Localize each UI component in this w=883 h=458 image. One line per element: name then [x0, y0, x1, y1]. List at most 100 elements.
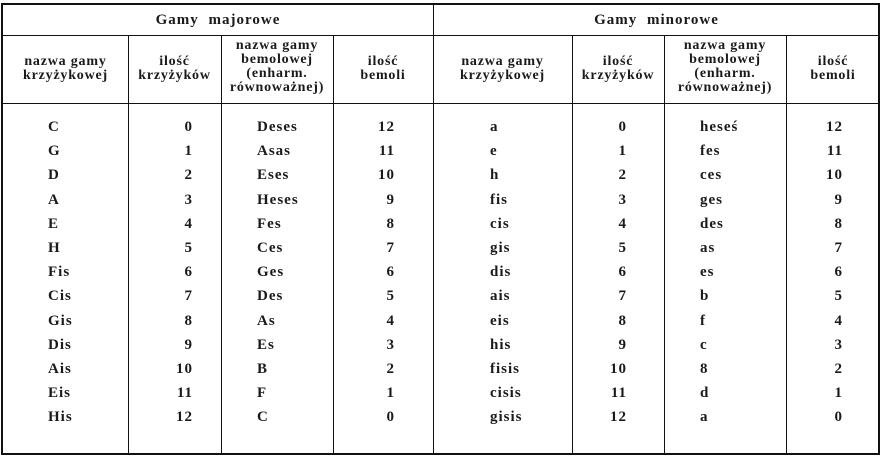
- table-cell: 7: [386, 239, 395, 256]
- table-cell: f: [700, 312, 706, 329]
- table-cell: 0: [386, 409, 395, 426]
- table-cell: ces: [700, 167, 723, 184]
- table-cell: 12: [378, 119, 395, 135]
- header-sharp-scale-name: nazwa gamy krzyżykowej: [459, 54, 545, 83]
- table-cell: 9: [834, 191, 843, 208]
- divider: [3, 103, 878, 104]
- table-cell: as: [700, 239, 716, 256]
- header-sharp-count: ilość krzyżyków: [581, 54, 655, 83]
- header-flat-count: ilość bemoli: [810, 54, 856, 83]
- table-cell: 10: [176, 360, 193, 377]
- major-scales-title: Gamy majorowe: [155, 12, 281, 28]
- table-cell: ais: [490, 288, 511, 305]
- table-cell: a: [490, 119, 499, 135]
- table-cell: Deses: [257, 119, 298, 135]
- table-cell: b: [700, 288, 710, 305]
- table-cell: 8: [184, 312, 193, 329]
- divider: [221, 35, 222, 453]
- table-cell: des: [700, 215, 724, 232]
- table-cell: es: [700, 264, 715, 281]
- table-cell: Ces: [257, 239, 284, 256]
- table-cell: 5: [386, 288, 395, 305]
- divider: [433, 5, 434, 453]
- table-cell: 8: [386, 215, 395, 232]
- divider: [572, 35, 573, 453]
- table-cell: 8: [700, 360, 709, 377]
- table-cell: a: [700, 409, 709, 426]
- table-cell: 0: [184, 119, 193, 135]
- major-sharp-names: C G D A E H Fis Cis Gis Dis Ais Eis His: [48, 115, 123, 429]
- table-cell: 4: [386, 312, 395, 329]
- table-cell: 4: [834, 312, 843, 329]
- table-cell: 9: [184, 336, 193, 353]
- table-cell: 5: [618, 239, 627, 256]
- table-cell: Eses: [257, 167, 290, 184]
- table-cell: A: [48, 191, 60, 208]
- table-cell: 6: [386, 264, 395, 281]
- table-cell: gis: [490, 239, 511, 256]
- table-cell: Ges: [257, 264, 285, 281]
- table-cell: 0: [834, 409, 843, 426]
- major-flat-counts: 12 11 10 9 8 7 6 5 4 3 2 1 0: [353, 115, 395, 429]
- table-cell: gisis: [490, 409, 523, 426]
- header-flat-count: ilość bemoli: [360, 54, 406, 83]
- table-cell: 4: [618, 215, 627, 232]
- table-cell: dis: [490, 264, 512, 281]
- table-cell: 11: [176, 385, 193, 402]
- table-cell: As: [257, 312, 276, 329]
- table-cell: 5: [834, 288, 843, 305]
- table-cell: c: [700, 336, 708, 353]
- table-cell: 2: [834, 360, 843, 377]
- table-cell: 12: [610, 409, 627, 426]
- table-cell: heseś: [700, 119, 739, 135]
- header-sharp-count: ilość krzyżyków: [138, 54, 211, 83]
- minor-sharp-counts: 0 1 2 3 4 5 6 7 8 9 10 11 12: [593, 115, 627, 429]
- table-cell: 11: [826, 143, 843, 160]
- table-cell: H: [48, 239, 61, 256]
- table-cell: h: [490, 167, 500, 184]
- table-cell: Gis: [48, 312, 73, 329]
- table-cell: 3: [184, 191, 193, 208]
- table-cell: 12: [826, 119, 843, 135]
- table-cell: 0: [618, 119, 627, 135]
- divider: [3, 35, 878, 36]
- minor-scales-title: Gamy minorowe: [594, 12, 719, 28]
- table-cell: C: [257, 409, 269, 426]
- minor-sharp-names: a e h fis cis gis dis ais eis his fisis cisis gisis: [490, 115, 565, 429]
- table-cell: 10: [610, 360, 627, 377]
- table-cell: 1: [618, 143, 627, 160]
- table-cell: D: [48, 167, 60, 184]
- table-cell: Eis: [48, 385, 72, 402]
- table-cell: 7: [834, 239, 843, 256]
- table-cell: 6: [184, 264, 193, 281]
- table-cell: 2: [386, 360, 395, 377]
- table-cell: 10: [378, 167, 395, 184]
- table-cell: his: [490, 336, 512, 353]
- table-cell: fes: [700, 143, 721, 160]
- table-cell: 7: [184, 288, 193, 305]
- table-cell: 3: [834, 336, 843, 353]
- table-cell: 9: [618, 336, 627, 353]
- table-cell: 11: [378, 143, 395, 160]
- table-cell: 7: [618, 288, 627, 305]
- table-cell: 9: [386, 191, 395, 208]
- table-cell: C: [48, 119, 60, 135]
- header-flat-scale-name: nazwa gamy bemolowej (enharm. równoważnej): [229, 38, 325, 95]
- table-cell: ges: [700, 191, 723, 208]
- header-flat-scale-name: nazwa gamy bemolowej (enharm. równoważnej): [677, 38, 773, 95]
- table-cell: Fis: [48, 264, 71, 281]
- table-cell: fis: [490, 191, 508, 208]
- table-cell: 6: [618, 264, 627, 281]
- major-sharp-counts: 0 1 2 3 4 5 6 7 8 9 10 11 12: [143, 115, 193, 429]
- divider: [664, 35, 665, 453]
- minor-flat-names: heseś fes ces ges des as es b f c 8 d a: [700, 115, 770, 429]
- table-cell: Heses: [257, 191, 299, 208]
- scales-table: Gamy majorowe Gamy minorowe nazwa gamy kr…: [1, 3, 880, 455]
- table-cell: Des: [257, 288, 284, 305]
- table-cell: fisis: [490, 360, 521, 377]
- table-cell: 3: [618, 191, 627, 208]
- table-cell: d: [700, 385, 710, 402]
- table-cell: 8: [834, 215, 843, 232]
- table-cell: B: [257, 360, 269, 377]
- table-cell: Dis: [48, 336, 72, 353]
